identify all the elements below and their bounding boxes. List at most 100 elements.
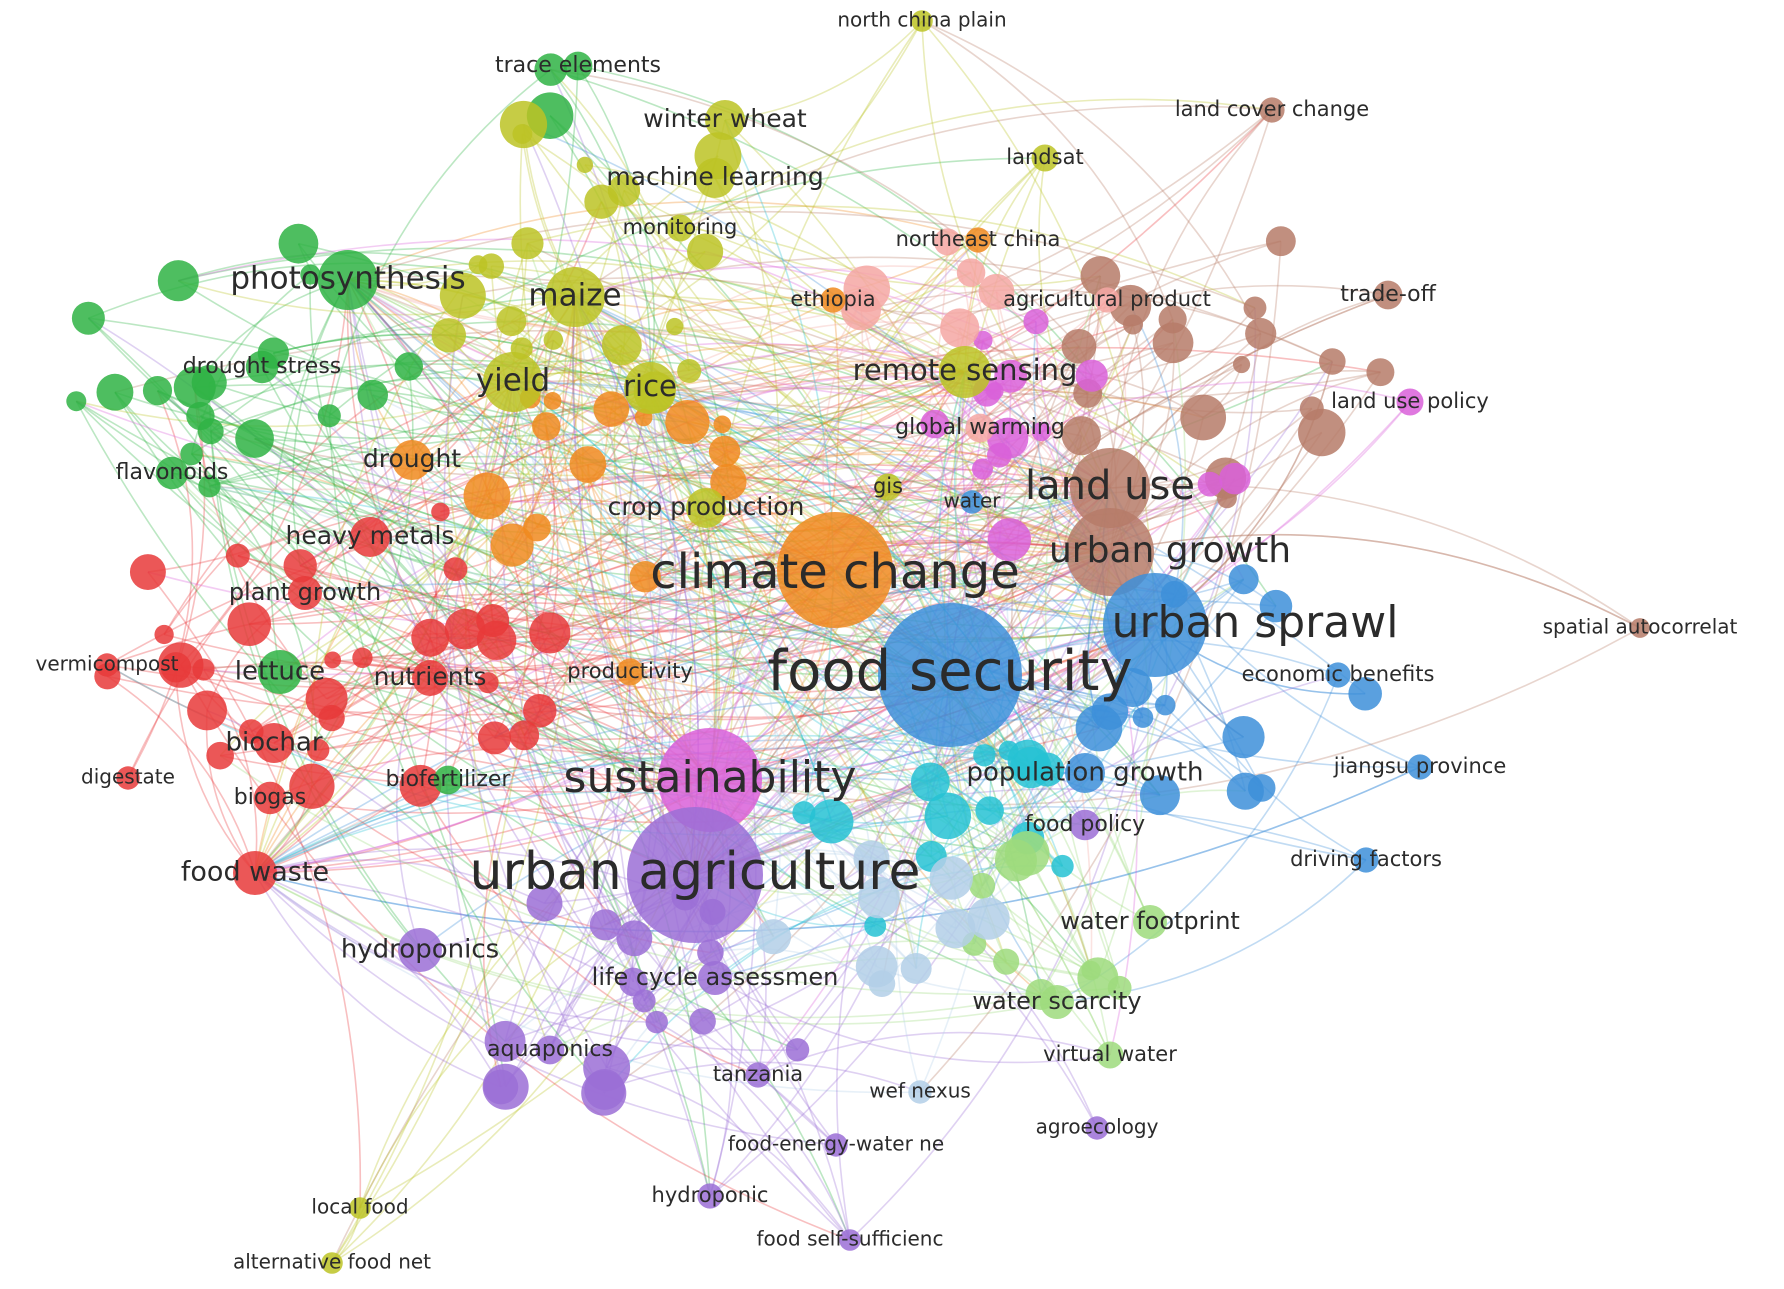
keyword-node[interactable] bbox=[924, 792, 972, 840]
keyword-node[interactable] bbox=[443, 557, 468, 582]
node-driving-factors[interactable] bbox=[1353, 847, 1379, 873]
keyword-node[interactable] bbox=[394, 352, 424, 381]
node-ethiopia[interactable] bbox=[820, 287, 846, 313]
node-lettuce[interactable] bbox=[258, 650, 302, 694]
keyword-node[interactable] bbox=[1158, 305, 1187, 334]
keyword-node[interactable] bbox=[1123, 314, 1144, 335]
keyword-node[interactable] bbox=[499, 100, 548, 149]
keyword-node[interactable] bbox=[1226, 772, 1264, 810]
node-spatial-autocorrelation[interactable] bbox=[1630, 618, 1650, 638]
node-landsat[interactable] bbox=[1031, 144, 1059, 172]
keyword-node[interactable] bbox=[509, 720, 540, 751]
keyword-node[interactable] bbox=[601, 325, 642, 366]
keyword-node[interactable] bbox=[616, 920, 653, 957]
keyword-node[interactable] bbox=[933, 228, 961, 256]
keyword-node[interactable] bbox=[300, 264, 321, 285]
keyword-node[interactable] bbox=[206, 741, 234, 770]
node-water-footprint[interactable] bbox=[1133, 905, 1167, 939]
keyword-node[interactable] bbox=[191, 365, 227, 401]
keyword-node[interactable] bbox=[198, 475, 221, 498]
keyword-node[interactable] bbox=[1155, 694, 1176, 716]
keyword-node[interactable] bbox=[910, 762, 950, 802]
keyword-node[interactable] bbox=[973, 330, 993, 350]
node-alternative-food-networks[interactable] bbox=[321, 1252, 343, 1274]
node-food-energy-water-nexus[interactable] bbox=[824, 1133, 848, 1157]
keyword-node[interactable] bbox=[1031, 422, 1051, 442]
keyword-node[interactable] bbox=[283, 549, 317, 583]
keyword-node[interactable] bbox=[967, 897, 1010, 940]
node-biochar[interactable] bbox=[254, 723, 294, 763]
node-digestate[interactable] bbox=[116, 766, 140, 790]
keyword-node[interactable] bbox=[431, 502, 450, 522]
keyword-node[interactable] bbox=[1245, 318, 1277, 350]
keyword-node[interactable] bbox=[978, 273, 1015, 310]
keyword-node[interactable] bbox=[227, 602, 272, 646]
keyword-node[interactable] bbox=[645, 1010, 668, 1034]
keyword-node[interactable] bbox=[581, 1070, 627, 1116]
keyword-node[interactable] bbox=[142, 376, 173, 406]
keyword-node[interactable] bbox=[993, 948, 1020, 975]
keyword-node[interactable] bbox=[180, 442, 203, 466]
node-northeast-china[interactable] bbox=[965, 227, 991, 253]
node-food-self-sufficiency[interactable] bbox=[839, 1229, 861, 1251]
keyword-node[interactable] bbox=[975, 796, 1004, 825]
keyword-node[interactable] bbox=[689, 1008, 716, 1035]
keyword-node[interactable] bbox=[697, 939, 724, 966]
node-life-cycle-assessment[interactable] bbox=[698, 961, 732, 995]
keyword-node[interactable] bbox=[411, 618, 450, 657]
node-jiangsu-province[interactable] bbox=[1407, 754, 1433, 780]
keyword-node[interactable] bbox=[307, 738, 330, 762]
node-hydroponic[interactable] bbox=[697, 1183, 723, 1209]
keyword-node[interactable] bbox=[665, 399, 710, 445]
keyword-node[interactable] bbox=[1243, 296, 1267, 320]
node-photosynthesis[interactable] bbox=[318, 250, 378, 310]
node-aquaponics[interactable] bbox=[535, 1035, 565, 1065]
keyword-node[interactable] bbox=[1132, 707, 1154, 728]
node-population-growth[interactable] bbox=[1065, 753, 1105, 793]
keyword-node[interactable] bbox=[994, 839, 1037, 882]
keyword-node[interactable] bbox=[477, 672, 499, 694]
keyword-node[interactable] bbox=[1219, 462, 1251, 495]
node-winter-wheat[interactable] bbox=[705, 100, 745, 140]
keyword-node[interactable] bbox=[439, 272, 486, 319]
keyword-node[interactable] bbox=[523, 693, 557, 728]
node-machine-learning[interactable] bbox=[695, 158, 735, 198]
keyword-node[interactable] bbox=[666, 317, 684, 336]
keyword-node[interactable] bbox=[278, 223, 319, 264]
keyword-node[interactable] bbox=[1113, 668, 1153, 708]
keyword-node[interactable] bbox=[864, 914, 887, 937]
node-remote-sensing[interactable] bbox=[939, 346, 991, 398]
keyword-node[interactable] bbox=[584, 184, 619, 219]
keyword-node[interactable] bbox=[324, 651, 342, 669]
keyword-node[interactable] bbox=[235, 419, 274, 458]
keyword-node[interactable] bbox=[853, 840, 890, 877]
keyword-node[interactable] bbox=[629, 561, 661, 593]
node-water[interactable] bbox=[960, 490, 984, 514]
keyword-node[interactable] bbox=[713, 415, 732, 434]
keyword-node[interactable] bbox=[1197, 471, 1223, 497]
keyword-node[interactable] bbox=[998, 740, 1019, 761]
keyword-node[interactable] bbox=[986, 442, 1012, 468]
keyword-node[interactable] bbox=[490, 523, 534, 567]
keyword-node[interactable] bbox=[1139, 775, 1180, 816]
keyword-node[interactable] bbox=[971, 458, 994, 480]
node-gis[interactable] bbox=[874, 473, 902, 501]
node-nutrients[interactable] bbox=[412, 660, 448, 696]
keyword-node[interactable] bbox=[956, 258, 986, 287]
keyword-node[interactable] bbox=[677, 358, 702, 384]
node-climate-change[interactable] bbox=[777, 512, 893, 628]
keyword-node[interactable] bbox=[1228, 564, 1259, 595]
keyword-node[interactable] bbox=[529, 612, 571, 654]
keyword-node[interactable] bbox=[988, 518, 1032, 562]
node-agroecology[interactable] bbox=[1085, 1116, 1109, 1140]
keyword-node[interactable] bbox=[792, 801, 816, 825]
keyword-node[interactable] bbox=[755, 919, 792, 955]
keyword-node[interactable] bbox=[526, 885, 563, 922]
node-rice[interactable] bbox=[624, 362, 676, 414]
keyword-node[interactable] bbox=[1109, 284, 1152, 327]
keyword-node[interactable] bbox=[532, 412, 561, 441]
node-virtual-water[interactable] bbox=[1096, 1041, 1124, 1069]
node-yield[interactable] bbox=[483, 352, 543, 412]
node-trace-elements[interactable] bbox=[563, 51, 593, 81]
keyword-node[interactable] bbox=[632, 989, 656, 1013]
